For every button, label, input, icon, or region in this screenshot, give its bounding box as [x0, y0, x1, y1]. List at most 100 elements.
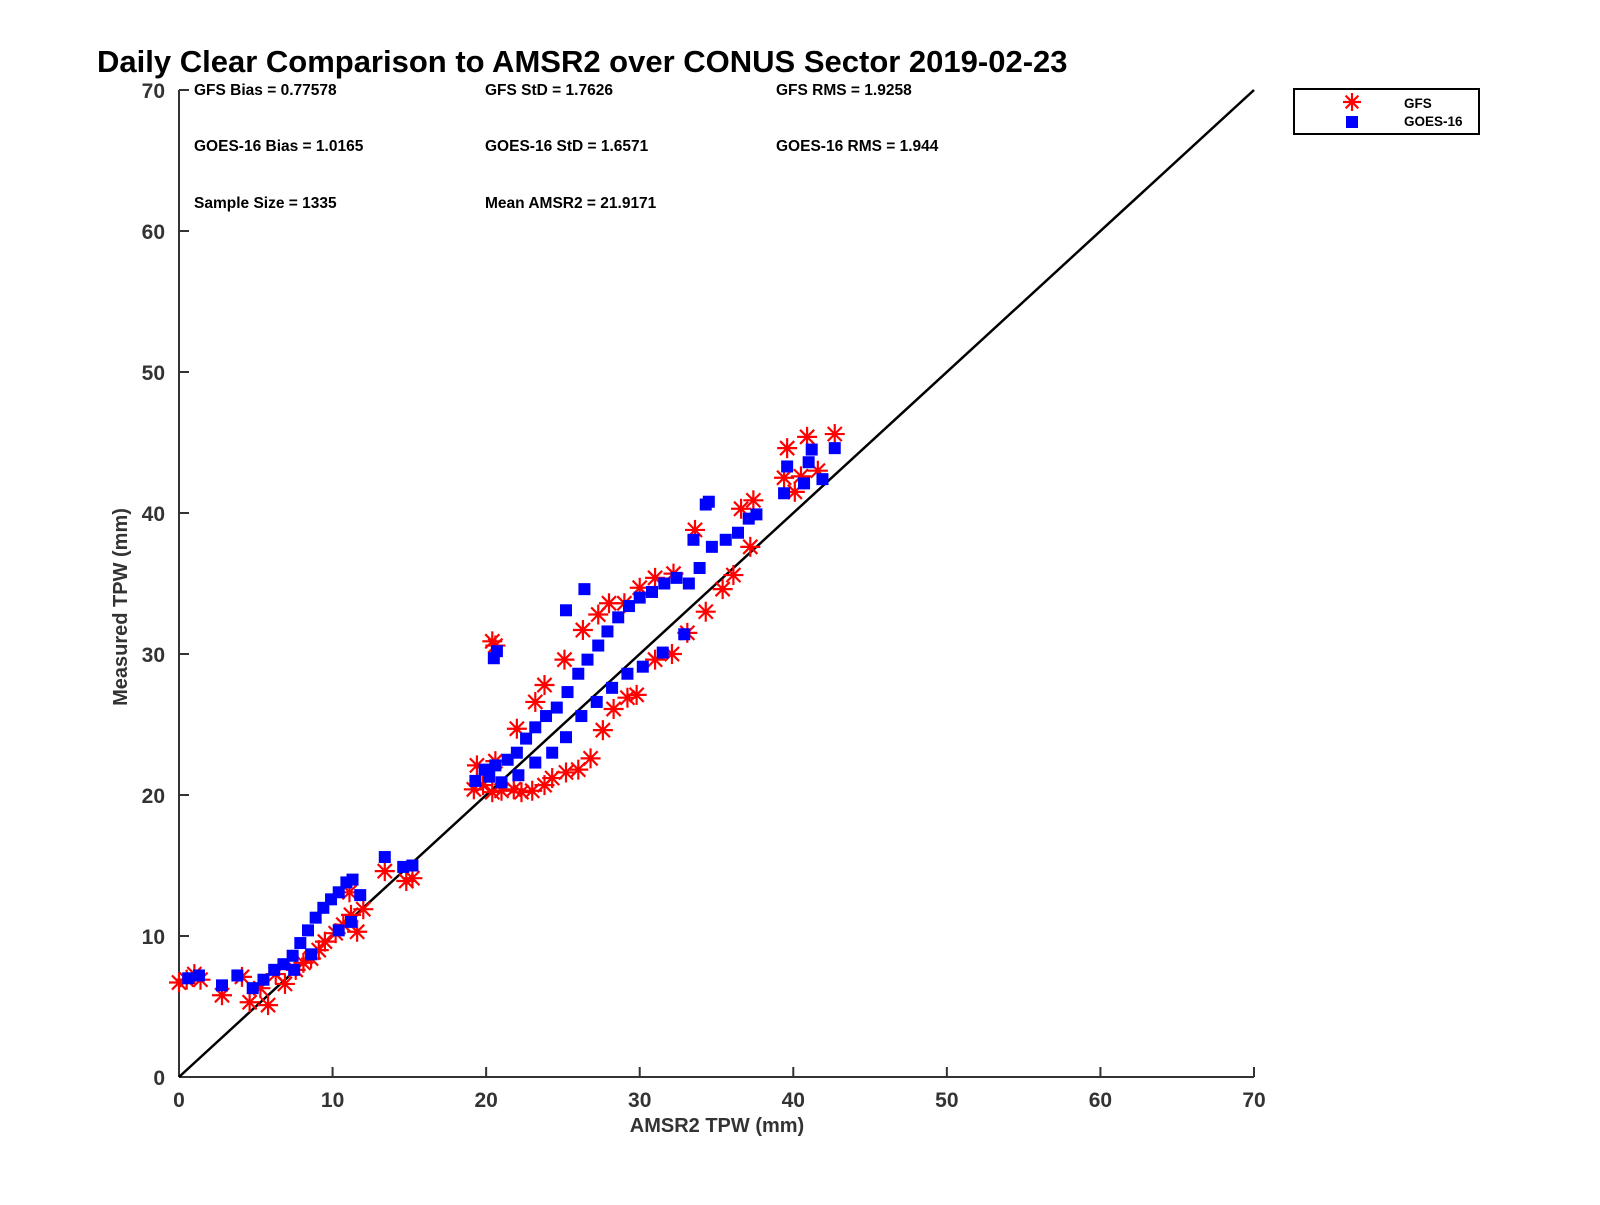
- gfs-point: [740, 536, 761, 557]
- goes16-point: [510, 746, 523, 759]
- goes16-point: [678, 628, 691, 641]
- x-tick-label: 30: [628, 1089, 651, 1112]
- goes16-point: [805, 443, 818, 456]
- gfs-point: [534, 675, 555, 696]
- goes16-point: [397, 860, 410, 873]
- goes16-point: [216, 979, 228, 992]
- gfs-point: [239, 992, 260, 1013]
- goes16-point: [309, 911, 322, 924]
- goes16-point: [512, 769, 525, 782]
- goes16-point: [612, 611, 625, 624]
- gfs-point: [695, 601, 716, 622]
- goes16-point: [550, 701, 563, 714]
- goes16-point: [687, 533, 700, 546]
- y-tick-label: 60: [142, 221, 165, 244]
- goes16-point: [332, 924, 345, 937]
- y-tick-label: 40: [142, 503, 165, 526]
- goes16-point: [781, 460, 794, 473]
- goes16-point: [378, 851, 391, 864]
- goes16-point: [606, 681, 619, 694]
- goes16-point: [192, 969, 205, 982]
- gfs-point: [274, 973, 295, 994]
- gfs-point: [603, 698, 624, 719]
- gfs-point: [824, 424, 845, 445]
- goes16-point: [257, 973, 270, 986]
- goes16-point: [246, 982, 259, 995]
- gfs-point: [588, 604, 609, 625]
- goes16-point: [705, 540, 718, 553]
- gfs-point: [402, 868, 423, 889]
- goes16-point: [354, 889, 367, 902]
- y-ticks: 0 10 20 30 40 50 60 70: [142, 80, 189, 1090]
- gfs-point: [511, 782, 532, 803]
- gfs-std-text: GFS StD = 1.7626: [485, 82, 613, 99]
- statistics-block: GFS Bias = 0.77578 GFS StD = 1.7626 GFS …: [194, 82, 939, 212]
- goes16-point: [719, 533, 732, 546]
- goes16-point: [590, 695, 603, 708]
- gfs-point: [554, 649, 575, 670]
- x-tick-label: 70: [1242, 1089, 1265, 1112]
- sample-size-text: Sample Size = 1335: [194, 195, 337, 212]
- goes16-point: [489, 759, 502, 772]
- y-tick-label: 30: [142, 644, 165, 667]
- goes16-point: [288, 963, 301, 976]
- goes16-point: [277, 958, 290, 971]
- legend-gfs-label: GFS: [1404, 96, 1432, 111]
- x-tick-label: 50: [935, 1089, 958, 1112]
- goes16-point: [483, 770, 496, 783]
- goes16-point: [575, 710, 588, 723]
- goes16-point: [305, 948, 318, 961]
- goes16-point: [332, 886, 345, 899]
- goes16-point: [406, 859, 419, 872]
- x-tick-label: 40: [782, 1089, 805, 1112]
- goes16-point: [693, 561, 706, 574]
- y-axis-label: Measured TPW (mm): [110, 508, 132, 706]
- gfs-rms-text: GFS RMS = 1.9258: [776, 82, 912, 99]
- goes16-point: [802, 456, 815, 469]
- goes16-bias-text: GOES-16 Bias = 1.0165: [194, 138, 364, 155]
- goes16-point: [346, 873, 359, 886]
- goes16-point: [592, 639, 605, 652]
- gfs-bias-text: GFS Bias = 0.77578: [194, 82, 337, 99]
- mean-amsr2-text: Mean AMSR2 = 21.9171: [485, 195, 657, 212]
- goes16-point: [182, 972, 195, 985]
- x-tick-label: 10: [321, 1089, 344, 1112]
- legend-box: [1293, 88, 1480, 135]
- goes16-point: [732, 526, 744, 539]
- y-tick-label: 70: [142, 80, 165, 103]
- gfs-point: [525, 691, 546, 712]
- y-tick-label: 10: [142, 926, 165, 949]
- gfs-point: [314, 931, 335, 952]
- goes16-point: [578, 583, 591, 596]
- goes16-point: [469, 774, 482, 787]
- goes16-point: [294, 937, 307, 950]
- goes16-rms-text: GOES-16 RMS = 1.944: [776, 138, 939, 155]
- goes16-point: [670, 571, 683, 584]
- goes16-point: [601, 625, 614, 638]
- goes16-point: [302, 924, 314, 937]
- goes16-point: [633, 591, 646, 604]
- gfs-point: [556, 762, 576, 783]
- goes16-point: [560, 604, 572, 617]
- gfs-point: [723, 565, 744, 586]
- gfs-point: [774, 467, 795, 488]
- goes16-point: [581, 653, 594, 666]
- legend-goes16-label: GOES-16: [1404, 114, 1463, 129]
- y-tick-label: 20: [142, 785, 165, 808]
- chart-title: Daily Clear Comparison to AMSR2 over CON…: [97, 44, 1068, 79]
- goes16-point: [529, 721, 542, 734]
- goes16-point: [560, 731, 572, 744]
- goes16-point: [816, 473, 829, 486]
- x-tick-label: 0: [173, 1089, 185, 1112]
- x-ticks: 0 10 20 30 40 50 60 70: [173, 1067, 1266, 1112]
- goes16-square-marker-icon: [1346, 116, 1358, 128]
- goes16-point: [495, 776, 508, 789]
- goes16-point: [540, 710, 553, 723]
- goes16-point: [750, 508, 763, 521]
- y-tick-label: 50: [142, 362, 165, 385]
- gfs-point: [626, 684, 647, 705]
- plot-axes: [178, 90, 1254, 1078]
- gfs-point: [580, 748, 601, 769]
- y-tick-label: 0: [153, 1067, 165, 1090]
